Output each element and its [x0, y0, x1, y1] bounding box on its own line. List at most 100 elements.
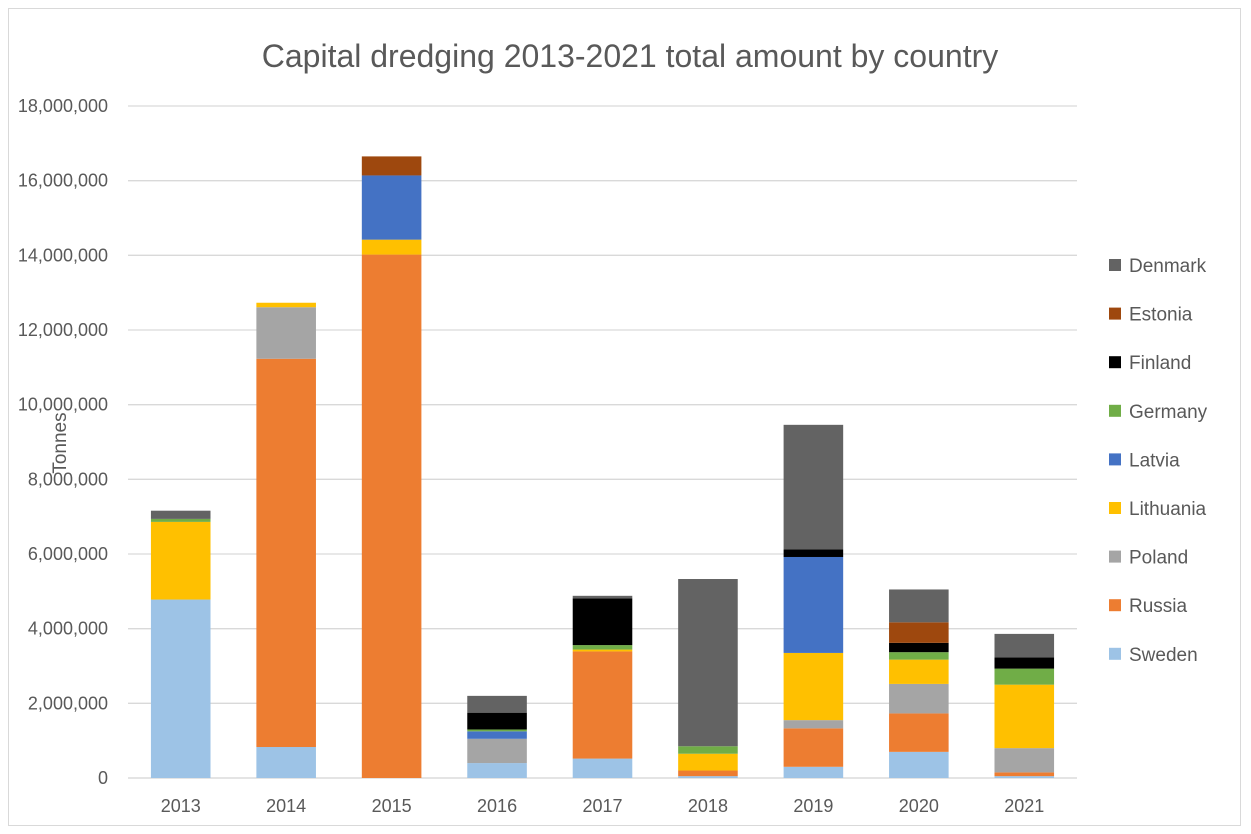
legend-label: Lithuania [1129, 499, 1207, 520]
legend-item-germany: Germany [1109, 402, 1208, 423]
legend-label: Latvia [1129, 450, 1180, 471]
bar-segment-finland-2021 [994, 657, 1055, 669]
bar-segment-finland-2019 [783, 549, 844, 557]
y-axis-label: Tonnes [50, 412, 71, 473]
x-tick-label: 2014 [266, 796, 306, 816]
x-tick-label: 2021 [1004, 796, 1044, 816]
bar-segment-estonia-2015 [361, 156, 422, 176]
legend-label: Poland [1129, 548, 1188, 569]
bar-segment-latvia-2019 [783, 556, 844, 653]
bar-segment-lithuania-2018 [678, 753, 738, 771]
legend-swatch [1109, 404, 1121, 417]
x-tick-label: 2013 [161, 796, 201, 816]
bar-segment-russia-2021 [994, 772, 1055, 777]
bar-segment-lithuania-2021 [994, 684, 1055, 749]
bar-segment-germany-2017 [572, 645, 633, 650]
x-tick-label: 2019 [793, 796, 833, 816]
x-tick-label: 2016 [477, 796, 517, 816]
bar-segment-lithuania-2013 [150, 521, 211, 600]
x-tick-label: 2015 [372, 796, 412, 816]
y-tick-label: 0 [98, 768, 108, 788]
bar-segment-lithuania-2019 [783, 652, 844, 721]
bar-segment-russia-2015 [361, 254, 422, 778]
legend-swatch [1109, 356, 1121, 369]
legend-label: Denmark [1129, 256, 1207, 277]
legend-item-latvia: Latvia [1109, 450, 1180, 471]
bar-segment-sweden-2021 [994, 776, 1055, 778]
bar-segment-sweden-2016 [467, 763, 527, 778]
chart-title: Capital dredging 2013-2021 total amount … [262, 38, 998, 74]
bar-segment-denmark-2019 [783, 424, 844, 550]
bar-segment-germany-2016 [467, 729, 527, 732]
bar-segment-latvia-2016 [467, 731, 527, 739]
bar-segment-russia-2020 [889, 713, 949, 752]
bar-segment-poland-2019 [783, 720, 844, 729]
x-tick-label: 2017 [582, 796, 622, 816]
bar-segment-denmark-2017 [572, 595, 633, 599]
bar-segment-denmark-2021 [994, 633, 1055, 658]
legend: Denmark Estonia Finland Germany Latvia Lithua… [1109, 256, 1208, 666]
bar-segment-lithuania-2014 [256, 302, 316, 308]
bar-segment-sweden-2017 [572, 758, 633, 778]
legend-label: Sweden [1129, 645, 1198, 666]
legend-item-finland: Finland [1109, 353, 1191, 374]
bar-segment-lithuania-2017 [572, 649, 633, 652]
y-tick-label: 12,000,000 [18, 320, 108, 340]
bar-segment-lithuania-2020 [889, 659, 949, 684]
bar-segment-lithuania-2015 [361, 239, 422, 255]
bar-segment-germany-2018 [678, 746, 738, 754]
y-tick-label: 16,000,000 [18, 171, 108, 191]
legend-swatch [1109, 647, 1121, 660]
y-tick-label: 10,000,000 [18, 395, 108, 415]
legend-swatch [1109, 599, 1121, 612]
bar-segment-sweden-2013 [150, 599, 211, 778]
x-tick-labels: 2013 2014 2015 2016 2017 2018 2019 2020 2021 [161, 796, 1045, 816]
legend-item-denmark: Denmark [1109, 256, 1207, 277]
y-tick-label: 4,000,000 [28, 619, 108, 639]
bar-segment-russia-2014 [256, 358, 316, 748]
legend-item-poland: Poland [1109, 548, 1188, 569]
bar-segment-finland-2017 [572, 598, 633, 646]
y-tick-label: 8,000,000 [28, 469, 108, 489]
bar-segment-russia-2017 [572, 651, 633, 759]
legend-item-estonia: Estonia [1109, 305, 1193, 326]
bar-segment-finland-2020 [889, 642, 949, 653]
legend-swatch [1109, 453, 1121, 466]
legend-label: Finland [1129, 353, 1191, 374]
bar-segment-latvia-2015 [361, 175, 422, 240]
x-tick-label: 2018 [688, 796, 728, 816]
y-tick-label: 18,000,000 [18, 96, 108, 116]
bar-segment-sweden-2019 [783, 766, 844, 778]
y-tick-label: 6,000,000 [28, 544, 108, 564]
bar-segment-poland-2021 [994, 748, 1055, 773]
y-tick-label: 14,000,000 [18, 245, 108, 265]
bar-segment-sweden-2020 [889, 751, 949, 778]
legend-label: Russia [1129, 596, 1188, 617]
legend-item-lithuania: Lithuania [1109, 499, 1207, 520]
legend-swatch [1109, 259, 1121, 271]
bar-segment-germany-2021 [994, 668, 1055, 685]
bar-segment-finland-2016 [467, 712, 527, 730]
bar-segment-sweden-2014 [256, 747, 316, 778]
bar-segment-poland-2016 [467, 738, 527, 764]
bars [150, 156, 1055, 778]
bar-segment-russia-2018 [678, 770, 738, 777]
bar-segment-denmark-2016 [467, 695, 527, 713]
bar-segment-germany-2013 [150, 518, 211, 522]
bar-segment-russia-2019 [783, 728, 844, 767]
y-tick-labels: 0 2,000,000 4,000,000 6,000,000 8,000,000 10,… [18, 96, 108, 788]
legend-label: Estonia [1129, 305, 1193, 326]
y-tick-label: 2,000,000 [28, 693, 108, 713]
bar-segment-denmark-2018 [678, 579, 738, 747]
bar-segment-estonia-2020 [889, 622, 949, 643]
legend-swatch [1109, 550, 1121, 563]
bar-segment-sweden-2018 [678, 776, 738, 778]
bar-segment-denmark-2020 [889, 589, 949, 623]
bar-segment-poland-2014 [256, 307, 316, 359]
bar-segment-poland-2020 [889, 683, 949, 714]
legend-label: Germany [1129, 402, 1208, 423]
bar-segment-denmark-2013 [150, 510, 211, 519]
legend-item-sweden: Sweden [1109, 645, 1198, 666]
legend-swatch [1109, 307, 1121, 320]
